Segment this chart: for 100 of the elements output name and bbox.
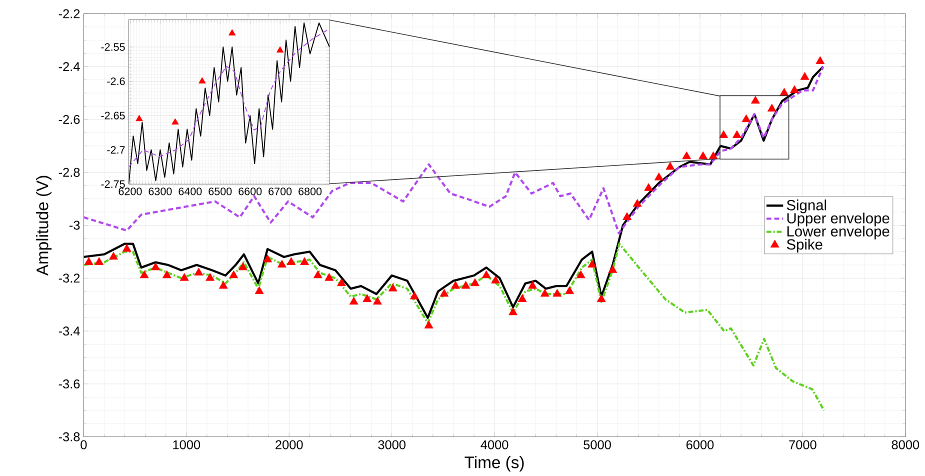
y-tick-label: -2.4 <box>58 62 80 72</box>
point <box>588 260 597 268</box>
point <box>654 172 664 180</box>
point <box>622 212 632 220</box>
x-tick-label: 1000 <box>173 440 200 450</box>
x-tick-label: 8000 <box>892 440 920 450</box>
point <box>300 257 309 265</box>
y-tick-label: -2.55 <box>101 43 125 51</box>
point <box>254 286 264 294</box>
x-tick-label: 2000 <box>276 440 303 450</box>
point <box>790 85 799 94</box>
point <box>410 292 419 300</box>
point <box>324 273 334 281</box>
point <box>198 77 206 84</box>
point <box>109 252 118 260</box>
y-tick-label: -2.2 <box>58 9 80 18</box>
point <box>632 199 642 207</box>
point <box>767 104 776 112</box>
point <box>229 270 238 278</box>
x-tick-label: 6400 <box>178 188 202 196</box>
point <box>180 273 189 281</box>
point <box>172 118 179 125</box>
point <box>800 72 810 80</box>
point <box>719 130 728 138</box>
point <box>576 270 586 278</box>
line-series <box>84 66 824 319</box>
point <box>608 265 618 273</box>
point <box>742 114 751 122</box>
point <box>388 284 398 292</box>
legend-label: Upper envelope <box>787 212 890 226</box>
point <box>122 244 132 252</box>
point <box>277 260 286 268</box>
point <box>552 288 562 297</box>
x-tick-label: 4000 <box>480 440 508 450</box>
point <box>682 151 692 160</box>
legend-label: Spike <box>786 238 822 253</box>
y-tick-label: -2.75 <box>101 180 125 188</box>
point <box>218 280 228 289</box>
y-tick-label: -3.4 <box>58 326 80 336</box>
point <box>528 280 537 289</box>
point <box>94 257 104 265</box>
point <box>373 296 382 305</box>
x-tick-label: 6200 <box>118 188 142 196</box>
point <box>349 296 358 305</box>
point <box>286 257 296 265</box>
legend-label: Signal <box>786 200 826 214</box>
point <box>84 257 94 265</box>
point <box>470 278 480 286</box>
y-tick-label: -3.2 <box>58 274 80 283</box>
point <box>276 46 284 53</box>
point <box>708 151 718 160</box>
x-tick-label: 0 <box>80 440 87 450</box>
x-tick-label: 6700 <box>268 188 292 196</box>
x-tick-label: 5000 <box>584 440 611 450</box>
x-tick-label: 6000 <box>686 440 714 450</box>
y-tick-label: -2.7 <box>107 146 125 154</box>
x-axis-title: Time (s) <box>464 456 524 472</box>
point <box>508 307 518 316</box>
x-tick-label: 6500 <box>208 188 232 196</box>
legend-label: Lower envelope <box>787 226 890 240</box>
y-tick-label: -2.8 <box>58 168 80 177</box>
point <box>228 29 236 36</box>
point <box>518 294 527 302</box>
point <box>337 278 346 286</box>
point <box>482 270 491 278</box>
point <box>313 270 322 278</box>
point <box>424 320 434 328</box>
point <box>461 280 470 289</box>
point <box>751 96 760 104</box>
line-series <box>84 66 824 234</box>
x-tick-label: 6600 <box>238 188 262 196</box>
x-tick-label: 3000 <box>378 440 406 450</box>
y-tick-label: -2.65 <box>101 112 125 120</box>
point <box>151 262 160 270</box>
point <box>194 268 204 276</box>
x-tick-label: 6800 <box>298 188 322 196</box>
y-tick-label: -2.6 <box>58 114 80 124</box>
point <box>451 280 460 289</box>
point <box>238 262 248 270</box>
x-tick-label: 6300 <box>148 188 172 196</box>
point <box>206 273 214 281</box>
point <box>362 294 372 302</box>
y-axis-title: Amplitude (V) <box>36 176 52 276</box>
point <box>644 183 654 191</box>
point <box>666 162 675 170</box>
point <box>540 288 550 297</box>
y-tick-label: -3.8 <box>58 432 80 442</box>
x-tick-label: 7000 <box>789 440 816 450</box>
y-tick-label: -2.6 <box>107 77 125 86</box>
point <box>698 151 708 160</box>
point <box>263 254 272 262</box>
point <box>140 270 149 278</box>
point <box>136 114 143 122</box>
point <box>491 276 500 284</box>
point <box>780 88 789 96</box>
point <box>596 294 606 302</box>
point <box>565 286 574 294</box>
point <box>440 288 449 297</box>
y-tick-label: -3 <box>69 220 80 230</box>
point <box>162 270 172 278</box>
